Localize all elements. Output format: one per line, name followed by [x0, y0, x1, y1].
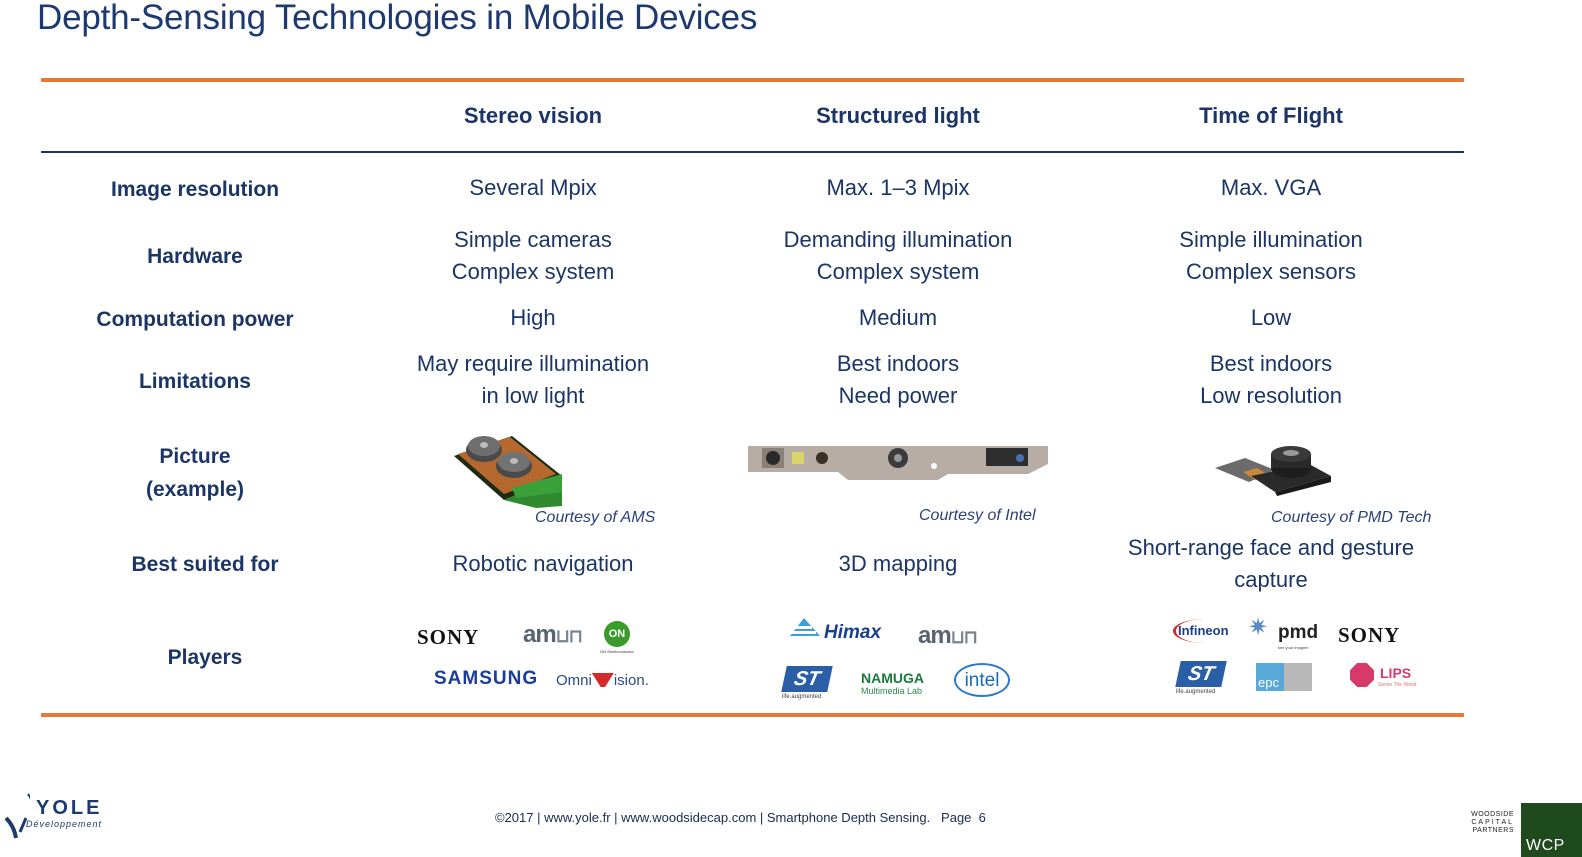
cell-computation-stereo: High: [510, 305, 556, 330]
on-semiconductor-subtext: ON Semiconductor: [600, 649, 634, 654]
ams-logo: am⊔⊓: [523, 621, 583, 649]
intel-logo: intel: [954, 663, 1010, 697]
cell-line: Low resolution: [1200, 383, 1342, 408]
page-title: Depth-Sensing Technologies in Mobile Dev…: [37, 0, 758, 37]
ams-logo-mark: ⊔⊓: [555, 626, 583, 646]
omnivision-logo: Omni ision.: [556, 672, 649, 689]
infineon-logo: Infineon: [1173, 619, 1236, 643]
cell-limitations-tof: Best indoors Low resolution: [1091, 348, 1451, 412]
epc-logo-box: epc: [1256, 663, 1312, 691]
table-bottom-rule: [41, 713, 1464, 717]
column-header-structured-light: Structured light: [816, 103, 980, 128]
st-logo-tof: ST: [1175, 661, 1227, 687]
cell-line: Simple illumination: [1179, 227, 1363, 252]
cell-image-resolution-tof: Max. VGA: [1220, 175, 1322, 200]
epc-logo-text: epc: [1258, 675, 1279, 690]
wcp-line1: WOODSIDE: [1471, 811, 1514, 818]
row-label-best-suited-for: Best suited for: [131, 553, 279, 576]
cell-best-suited-stereo: Robotic navigation: [452, 551, 634, 576]
ams-logo-text: am: [523, 621, 557, 648]
cell-line: Demanding illumination: [783, 227, 1013, 252]
cell-hardware-stereo: Simple cameras Complex system: [353, 224, 713, 288]
namuga-subtext: Multimedia Lab: [861, 686, 923, 696]
table-header-rule: [41, 151, 1464, 153]
row-label-picture-line1: Picture: [159, 445, 231, 468]
lips-logo: LIPS: [1380, 665, 1412, 681]
pmd-gear-icon: ✷: [1248, 614, 1269, 641]
lips-mark-icon: [1350, 663, 1374, 687]
cell-line: capture: [1234, 567, 1308, 592]
column-header-time-of-flight: Time of Flight: [1199, 103, 1343, 128]
yole-logo: YOLE: [36, 797, 103, 819]
cell-line: in low light: [481, 383, 585, 408]
wcp-line2: CAPITAL: [1471, 819, 1514, 826]
epc-logo-blue: [1256, 663, 1284, 691]
tof-camera-module-image: [1215, 446, 1333, 496]
lips-subtext: Sense The World: [1378, 682, 1417, 688]
st-subtext: life.augmented: [782, 694, 822, 700]
ams-logo-text: am: [918, 622, 952, 649]
on-semiconductor-logo: ON: [604, 621, 630, 647]
cell-computation-tof: Low: [1250, 305, 1292, 330]
row-label-hardware: Hardware: [147, 245, 243, 268]
structured-light-module-image: [748, 442, 1050, 480]
column-header-stereo-vision: Stereo vision: [463, 103, 603, 128]
cell-hardware-tof: Simple illumination Complex sensors: [1091, 224, 1451, 288]
footer-page-number: 6: [978, 810, 986, 825]
pmd-logo: pmd: [1278, 622, 1319, 643]
footer-page-label: Page: [941, 810, 972, 825]
wcp-logo: WCP: [1521, 803, 1582, 857]
namuga-logo: NAMUGA: [861, 670, 924, 686]
cell-image-resolution-stereo: Several Mpix: [469, 175, 597, 200]
pmd-subtext: see your imagine: [1278, 645, 1309, 650]
cell-line: May require illumination: [416, 351, 650, 376]
table-top-rule: [41, 78, 1464, 82]
cell-line: Complex system: [451, 259, 615, 284]
yole-logo-subtext: Développement: [26, 819, 103, 829]
himax-mark-icon: [790, 618, 820, 640]
row-label-picture: Picture (example): [40, 440, 350, 506]
courtesy-ams: Courtesy of AMS: [535, 509, 656, 526]
omnivision-v-mark: [591, 673, 614, 687]
cell-best-suited-structured: 3D mapping: [838, 551, 958, 576]
sony-logo: SONY: [417, 625, 480, 649]
wcp-line3: PARTNERS: [1472, 827, 1514, 834]
row-label-image-resolution: Image resolution: [110, 178, 280, 201]
cell-line: Best indoors: [836, 351, 960, 376]
cell-computation-structured: Medium: [858, 305, 938, 330]
row-label-players: Players: [167, 646, 243, 669]
cell-line: Complex sensors: [1186, 259, 1356, 284]
cell-image-resolution-structured: Max. 1–3 Mpix: [826, 175, 970, 200]
omnivision-text-b: ision.: [613, 672, 649, 689]
row-label-limitations: Limitations: [138, 370, 251, 393]
cell-best-suited-tof: Short-range face and gesture capture: [1091, 532, 1451, 596]
omnivision-text-a: Omni: [556, 672, 592, 689]
row-label-picture-line2: (example): [145, 478, 245, 501]
ams-logo-structured: am⊔⊓: [918, 622, 978, 650]
cell-line: Best indoors: [1209, 351, 1333, 376]
wcp-logo-text: WCP: [1526, 837, 1565, 854]
footer-copyright: ©2017 | www.yole.fr | www.woodsidecap.co…: [495, 810, 986, 825]
cell-limitations-structured: Best indoors Need power: [718, 348, 1078, 412]
sony-logo-tof: SONY: [1338, 623, 1401, 647]
cell-hardware-structured: Demanding illumination Complex system: [718, 224, 1078, 288]
cell-line: Complex system: [816, 259, 980, 284]
st-logo: ST: [781, 666, 833, 692]
row-label-computation-power: Computation power: [96, 308, 294, 331]
samsung-logo: SAMSUNG: [434, 668, 539, 689]
footer-text: ©2017 | www.yole.fr | www.woodsidecap.co…: [495, 810, 931, 825]
courtesy-pmd-tech: Courtesy of PMD Tech: [1271, 509, 1432, 526]
cell-line: Short-range face and gesture: [1127, 535, 1415, 560]
courtesy-intel: Courtesy of Intel: [919, 507, 1036, 524]
himax-logo: Himax: [824, 622, 882, 643]
stereo-camera-module-image: [452, 428, 564, 508]
yole-logo-mark-icon: [4, 792, 34, 842]
ams-logo-mark: ⊔⊓: [950, 627, 978, 647]
woodside-capital-wordmark: WOODSIDE CAPITAL PARTNERS: [1462, 811, 1514, 835]
cell-line: Need power: [838, 383, 958, 408]
cell-limitations-stereo: May require illumination in low light: [353, 348, 713, 412]
cell-line: Simple cameras: [454, 227, 612, 252]
st-subtext-tof: life.augmented: [1176, 689, 1216, 695]
